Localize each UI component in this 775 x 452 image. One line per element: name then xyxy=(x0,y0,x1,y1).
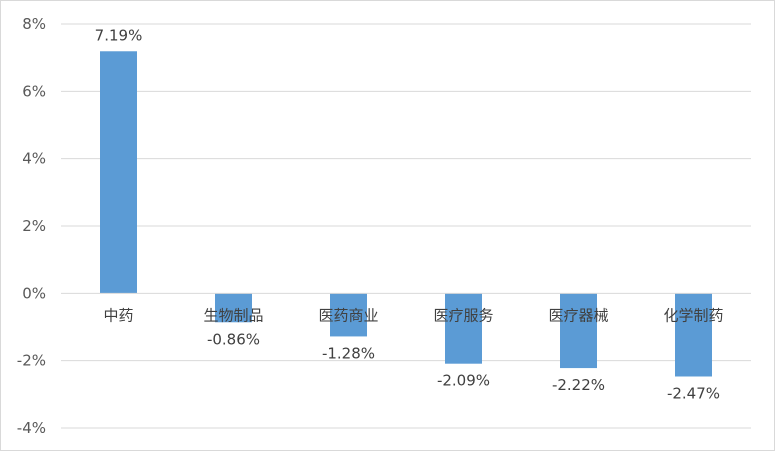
bar xyxy=(100,51,137,294)
data-label: -0.86% xyxy=(207,330,260,348)
y-tick-label: -2% xyxy=(17,352,46,370)
y-tick-label: -4% xyxy=(17,419,46,437)
bar xyxy=(445,293,482,364)
data-labels: 7.19% -0.86% -1.28% -2.09% -2.22% -2.47% xyxy=(95,26,720,402)
y-tick-label: 4% xyxy=(22,150,46,168)
data-label: -2.47% xyxy=(667,384,720,402)
data-label: -1.28% xyxy=(322,344,375,362)
y-tick-label: 0% xyxy=(22,284,46,302)
y-tick-label: 8% xyxy=(22,15,46,33)
data-label: -2.22% xyxy=(552,376,605,394)
bar xyxy=(215,293,252,323)
y-axis-tick-labels: 8% 6% 4% 2% 0% -2% -4% xyxy=(17,15,46,437)
y-tick-label: 2% xyxy=(22,217,46,235)
data-label: 7.19% xyxy=(95,26,143,44)
category-label: 中药 xyxy=(103,306,133,324)
category-label: 化学制药 xyxy=(663,306,723,324)
bar xyxy=(675,293,712,377)
category-label: 医疗器械 xyxy=(548,306,608,324)
category-labels: 中药 生物制品 医药商业 医疗服务 医疗器械 化学制药 xyxy=(103,306,723,324)
data-label: -2.09% xyxy=(437,372,490,390)
y-tick-label: 6% xyxy=(22,82,46,100)
bar xyxy=(330,293,367,337)
gridlines xyxy=(61,23,751,429)
bars xyxy=(100,51,712,377)
bar xyxy=(560,293,597,369)
category-label: 医药商业 xyxy=(318,306,378,324)
category-label: 医疗服务 xyxy=(433,306,493,324)
category-label: 生物制品 xyxy=(203,306,263,324)
